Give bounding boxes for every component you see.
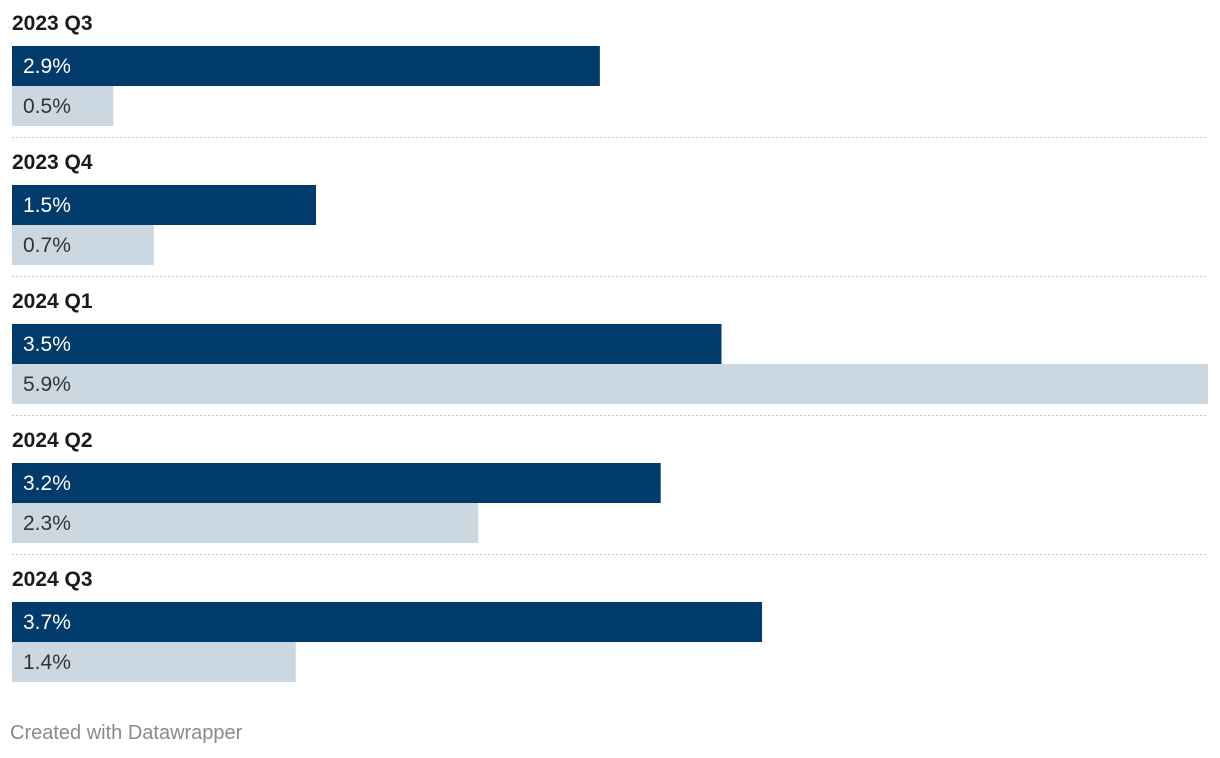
bar-series-1 (12, 324, 722, 364)
category-label: 2023 Q3 (12, 12, 93, 35)
bar-series-2 (12, 642, 296, 682)
bar-value-label: 2.9% (23, 55, 71, 78)
bar-series-2 (12, 86, 114, 126)
bar-value-label: 3.7% (23, 611, 71, 634)
bar-value-label: 3.2% (23, 472, 71, 495)
bar-series-1 (12, 46, 600, 86)
bar-series-2 (12, 225, 154, 265)
bar-value-label: 0.5% (23, 95, 71, 118)
bar-value-label: 2.3% (23, 512, 71, 535)
bar-series-1 (12, 185, 317, 225)
bar-value-label: 1.5% (23, 194, 71, 217)
bar-value-label: 5.9% (23, 373, 71, 396)
category-label: 2024 Q3 (12, 568, 93, 591)
bar-series-2 (12, 364, 1208, 404)
bar-value-label: 0.7% (23, 234, 71, 257)
bar-value-label: 3.5% (23, 333, 71, 356)
category-label: 2024 Q2 (12, 429, 93, 452)
footer-credit: Created with Datawrapper (10, 722, 243, 744)
bar-series-2 (12, 503, 479, 543)
bar-series-1 (12, 602, 763, 642)
bar-series-1 (12, 463, 661, 503)
bar-value-label: 1.4% (23, 651, 71, 674)
category-label: 2023 Q4 (12, 151, 93, 174)
category-label: 2024 Q1 (12, 290, 93, 313)
